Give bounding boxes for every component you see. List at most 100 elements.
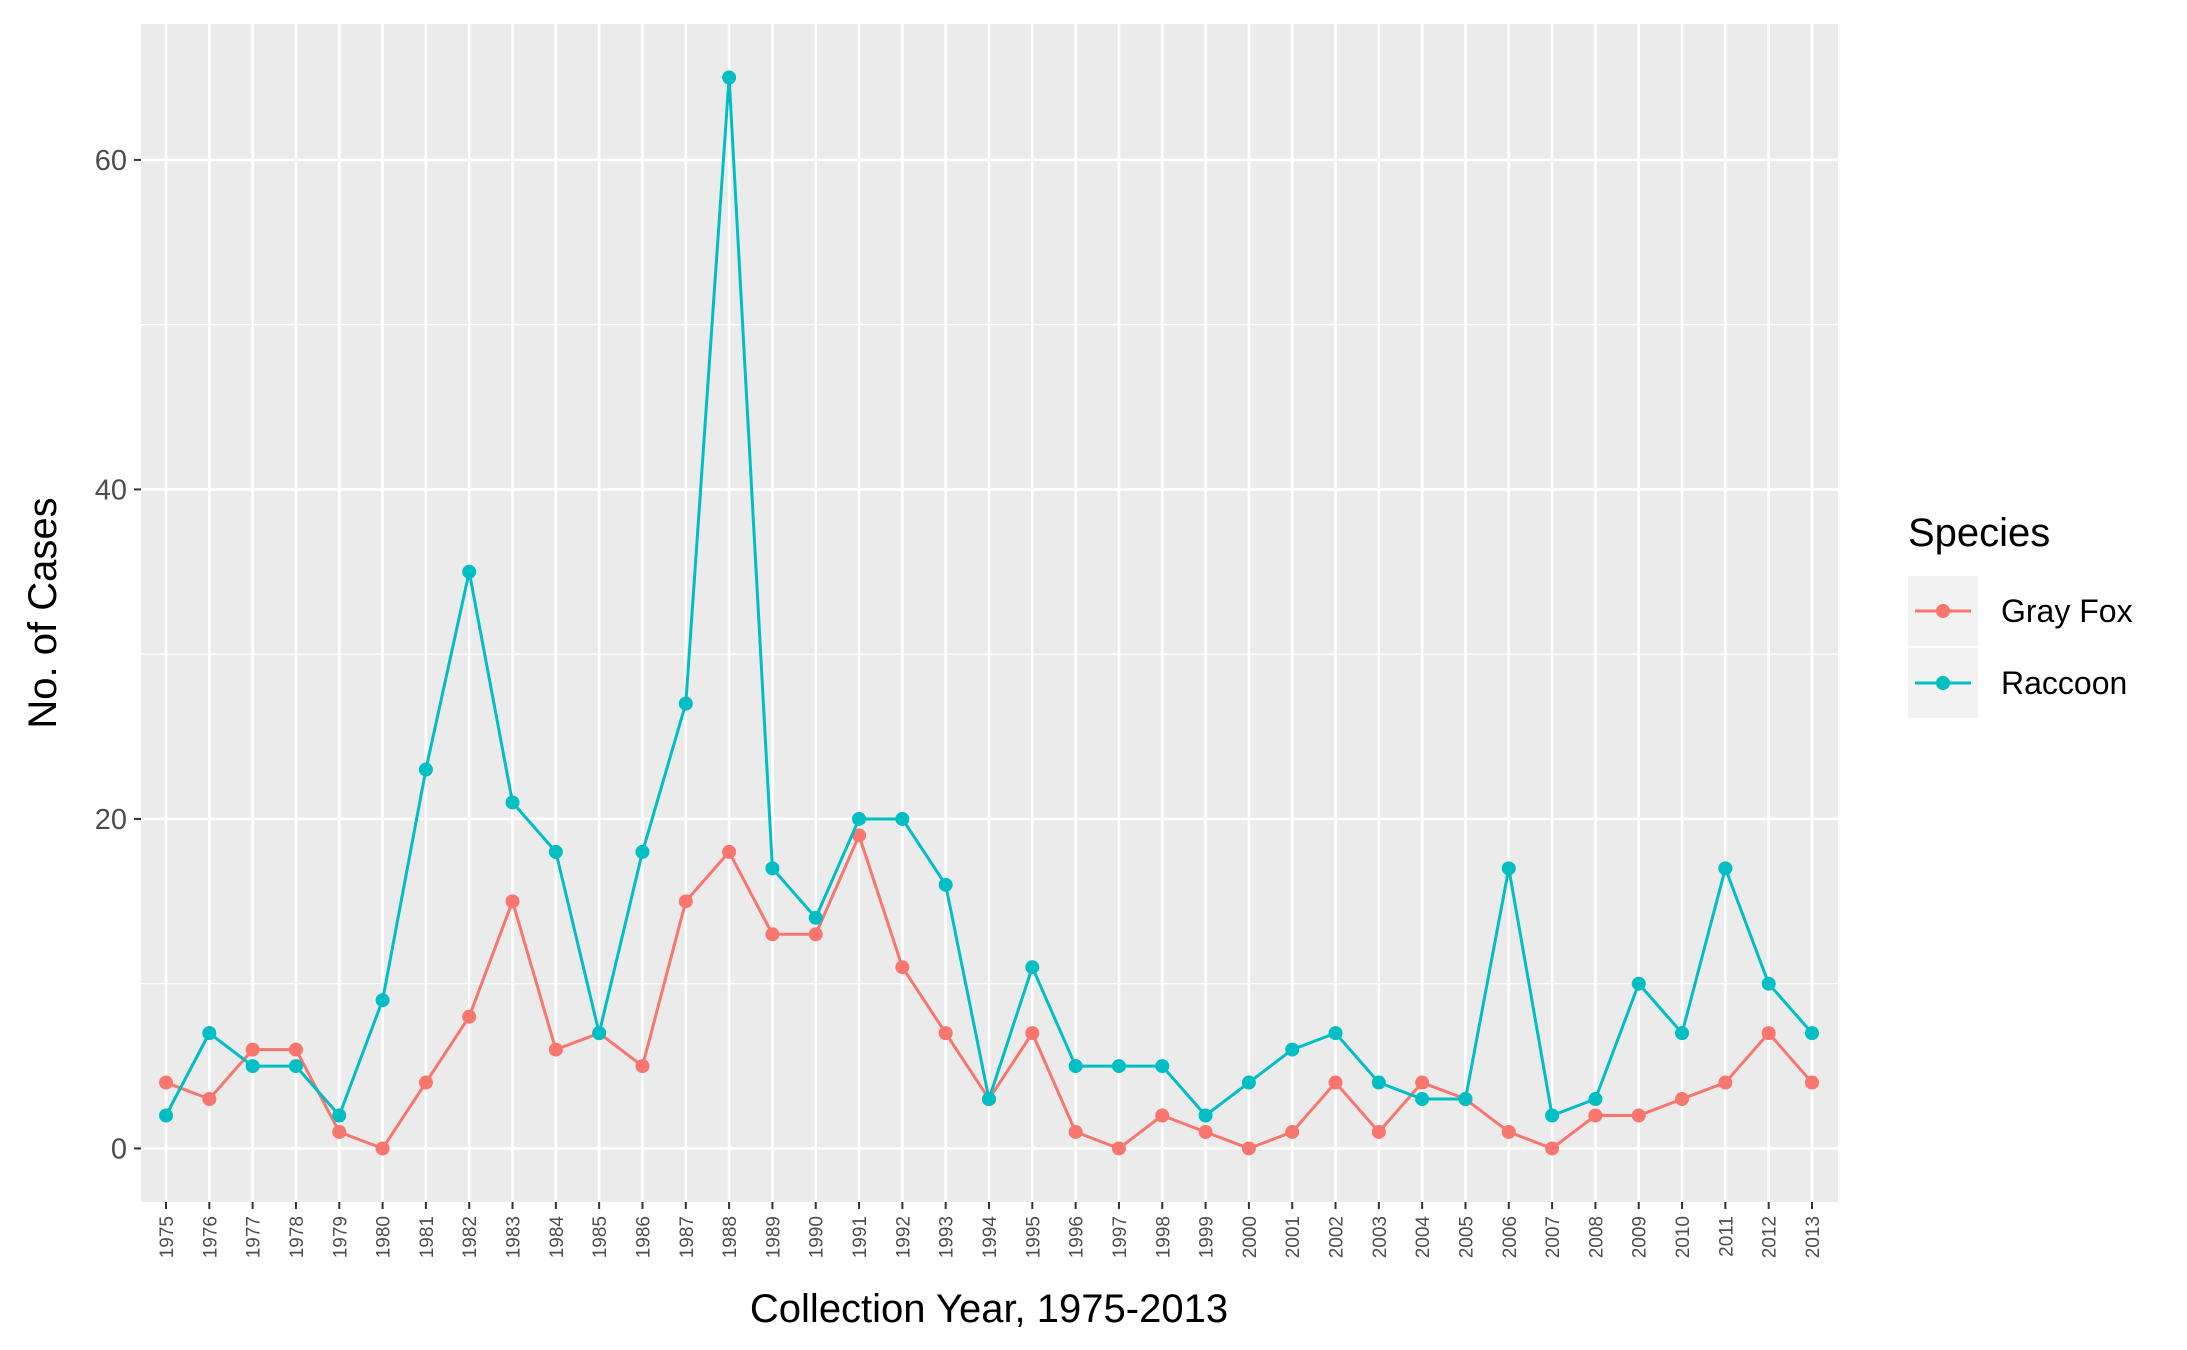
data-point-raccoon xyxy=(982,1092,996,1107)
data-point-raccoon xyxy=(505,795,520,810)
data-point-raccoon xyxy=(159,1108,173,1123)
x-tick-label: 2010 xyxy=(1673,1216,1694,1258)
data-point-raccoon xyxy=(1155,1059,1170,1074)
x-tick-label: 2009 xyxy=(1630,1216,1651,1258)
data-point-gray-fox xyxy=(808,927,823,942)
x-tick-label: 1996 xyxy=(1067,1216,1088,1258)
x-tick-label: 1976 xyxy=(200,1216,221,1258)
data-point-raccoon xyxy=(332,1108,347,1123)
x-tick-label: 2005 xyxy=(1456,1216,1477,1258)
x-tick-label: 2011 xyxy=(1716,1216,1737,1257)
data-point-gray-fox xyxy=(418,1075,433,1090)
data-point-raccoon xyxy=(245,1059,260,1074)
grid-major xyxy=(141,24,1838,1202)
x-axis: 1975 1976 1977 1978 1979 1980 1981 1982 1983 1984… xyxy=(157,1202,1824,1258)
data-point-gray-fox xyxy=(462,1009,477,1024)
legend-marker-gray-fox xyxy=(1936,604,1950,618)
data-point-raccoon xyxy=(1458,1092,1473,1107)
data-point-raccoon xyxy=(938,877,953,892)
data-point-raccoon xyxy=(418,762,433,777)
data-point-gray-fox xyxy=(202,1092,217,1107)
x-tick-label: 1975 xyxy=(157,1216,178,1258)
data-point-gray-fox xyxy=(1631,1108,1646,1123)
data-point-raccoon xyxy=(1588,1092,1603,1107)
data-point-gray-fox xyxy=(548,1042,563,1057)
x-tick-label: 1998 xyxy=(1153,1216,1174,1258)
y-axis-title: No. of Cases xyxy=(21,497,65,728)
data-point-gray-fox xyxy=(678,894,693,909)
data-point-raccoon xyxy=(462,564,477,579)
data-point-raccoon xyxy=(722,70,737,85)
data-point-gray-fox xyxy=(1241,1141,1256,1156)
y-tick-label: 0 xyxy=(111,1133,127,1165)
data-point-raccoon xyxy=(1198,1108,1213,1123)
x-tick-label: 2012 xyxy=(1760,1216,1781,1258)
legend-label-raccoon: Raccoon xyxy=(2001,665,2127,701)
data-point-gray-fox xyxy=(1025,1026,1040,1041)
x-tick-label: 1987 xyxy=(677,1216,698,1258)
x-tick-label: 1992 xyxy=(893,1216,914,1258)
data-point-gray-fox xyxy=(635,1059,650,1074)
data-point-raccoon xyxy=(288,1059,303,1074)
data-point-gray-fox xyxy=(1761,1026,1776,1041)
x-tick-label: 1990 xyxy=(807,1216,828,1258)
data-point-raccoon xyxy=(1415,1092,1430,1107)
data-point-gray-fox xyxy=(1111,1141,1126,1156)
x-tick-label: 1982 xyxy=(460,1216,481,1258)
data-point-gray-fox xyxy=(1198,1124,1213,1139)
data-point-gray-fox xyxy=(895,960,910,975)
legend-title: Species xyxy=(1908,511,2050,555)
data-point-gray-fox xyxy=(288,1042,303,1057)
data-point-gray-fox xyxy=(1328,1075,1343,1090)
data-point-raccoon xyxy=(1371,1075,1386,1090)
y-tick-label: 40 xyxy=(95,474,127,506)
data-point-gray-fox xyxy=(375,1141,390,1156)
data-point-gray-fox xyxy=(1545,1141,1560,1156)
series-layer xyxy=(159,70,1819,1156)
x-tick-label: 1989 xyxy=(763,1216,784,1258)
x-tick-label: 2013 xyxy=(1803,1216,1824,1258)
data-point-raccoon xyxy=(592,1026,607,1041)
data-point-raccoon xyxy=(808,910,823,925)
data-point-raccoon xyxy=(1675,1026,1690,1041)
x-tick-label: 1988 xyxy=(720,1216,741,1258)
x-tick-label: 2007 xyxy=(1543,1216,1564,1258)
x-tick-label: 2004 xyxy=(1413,1216,1434,1259)
data-point-gray-fox xyxy=(1068,1124,1083,1139)
x-tick-label: 1991 xyxy=(850,1216,871,1258)
x-tick-label: 2003 xyxy=(1370,1216,1391,1258)
data-point-raccoon xyxy=(375,993,390,1008)
data-point-gray-fox xyxy=(1805,1075,1819,1090)
legend: Species Gray Fox Raccoon xyxy=(1908,511,2133,718)
data-point-gray-fox xyxy=(1501,1124,1516,1139)
data-point-gray-fox xyxy=(1415,1075,1430,1090)
legend-marker-raccoon xyxy=(1936,676,1950,690)
data-point-raccoon xyxy=(1285,1042,1300,1057)
x-tick-label: 2006 xyxy=(1500,1216,1521,1258)
x-tick-label: 1999 xyxy=(1197,1216,1218,1258)
data-point-raccoon xyxy=(1631,976,1646,991)
data-point-gray-fox xyxy=(765,927,780,942)
x-tick-label: 1995 xyxy=(1023,1216,1044,1258)
y-axis: 0 20 40 60 xyxy=(95,145,141,1165)
y-tick-label: 20 xyxy=(95,804,127,836)
x-tick-label: 2000 xyxy=(1240,1216,1261,1258)
data-point-raccoon xyxy=(852,811,867,826)
data-point-gray-fox xyxy=(1285,1124,1300,1139)
x-tick-label: 1993 xyxy=(937,1216,958,1258)
x-tick-label: 1986 xyxy=(633,1216,654,1258)
data-point-raccoon xyxy=(678,696,693,711)
x-tick-label: 2002 xyxy=(1327,1216,1348,1258)
x-tick-label: 1978 xyxy=(287,1216,308,1258)
x-tick-label: 1994 xyxy=(980,1216,1001,1259)
data-point-raccoon xyxy=(895,811,910,826)
data-point-raccoon xyxy=(1501,861,1516,876)
data-point-raccoon xyxy=(1805,1026,1819,1041)
data-point-raccoon xyxy=(1241,1075,1256,1090)
x-axis-title: Collection Year, 1975-2013 xyxy=(750,1287,1228,1331)
data-point-gray-fox xyxy=(159,1075,173,1090)
legend-label-gray-fox: Gray Fox xyxy=(2001,593,2133,629)
data-point-gray-fox xyxy=(1675,1092,1690,1107)
data-point-gray-fox xyxy=(1155,1108,1170,1123)
